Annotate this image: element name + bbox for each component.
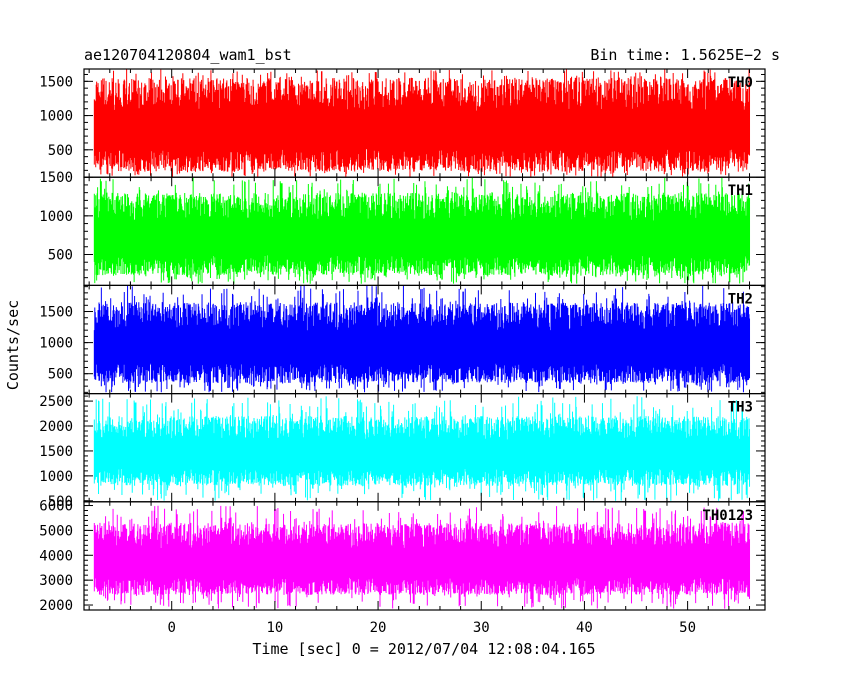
y-tick-label: 1500 bbox=[39, 74, 73, 90]
x-tick-label: 50 bbox=[679, 620, 696, 636]
panel-th0123: 2000 3000 4000 5000 6000 TH0123 bbox=[39, 499, 766, 614]
panel-label: TH2 bbox=[728, 291, 753, 307]
panel-th1: 500 1000 1500 TH1 bbox=[39, 170, 766, 286]
y-tick-label: 1000 bbox=[39, 469, 73, 485]
y-tick-label: 5000 bbox=[39, 523, 73, 539]
y-tick-label: 500 bbox=[48, 247, 73, 263]
series-th0 bbox=[93, 69, 751, 178]
y-tick-label: 1000 bbox=[39, 109, 73, 125]
plot-title: ae120704120804_wam1_bst bbox=[84, 46, 292, 64]
x-tick-label: 40 bbox=[576, 620, 593, 636]
y-tick-label: 3000 bbox=[39, 573, 73, 589]
panel-th0: 500 1000 1500 TH0 bbox=[39, 68, 766, 178]
series-th0123 bbox=[93, 505, 751, 609]
y-tick-label: 1500 bbox=[39, 305, 73, 321]
x-axis-label: Time [sec] 0 = 2012/07/04 12:08:04.165 bbox=[252, 640, 595, 658]
y-tick-label: 500 bbox=[48, 143, 73, 159]
series-th1 bbox=[93, 177, 751, 284]
y-tick-label: 1000 bbox=[39, 209, 73, 225]
y-tick-label: 500 bbox=[48, 367, 73, 383]
y-tick-label: 4000 bbox=[39, 548, 73, 564]
y-tick-label: 2000 bbox=[39, 419, 73, 435]
panel-frame bbox=[83, 501, 766, 611]
bin-time-label: Bin time: 1.5625E−2 s bbox=[590, 46, 780, 64]
series-th2 bbox=[93, 285, 751, 393]
y-tick-label: 2000 bbox=[39, 598, 73, 614]
y-tick-label: 1500 bbox=[39, 444, 73, 460]
series-th3 bbox=[93, 396, 751, 501]
y-axis-label: Counts/sec bbox=[4, 300, 22, 390]
x-tick-label: 10 bbox=[266, 620, 283, 636]
panel-label: TH1 bbox=[728, 183, 753, 199]
y-tick-label: 6000 bbox=[39, 499, 73, 515]
x-tick-label: 0 bbox=[167, 620, 175, 636]
panel-th2: 500 1000 1500 TH2 bbox=[39, 284, 766, 395]
y-tick-label: 500 bbox=[48, 494, 73, 510]
panel-label: TH0 bbox=[728, 75, 753, 91]
panel-th3: 500 1000 1500 2000 2500 TH3 bbox=[39, 393, 766, 510]
y-tick-label: 1000 bbox=[39, 336, 73, 352]
y-tick-label: 2500 bbox=[39, 394, 73, 410]
panel-label: TH0123 bbox=[702, 508, 753, 524]
x-tick-label: 20 bbox=[370, 620, 387, 636]
x-tick-labels: 0 10 20 30 40 50 bbox=[167, 620, 696, 636]
x-tick-label: 30 bbox=[473, 620, 490, 636]
panel-label: TH3 bbox=[728, 400, 753, 416]
y-tick-label: 1500 bbox=[39, 170, 73, 186]
